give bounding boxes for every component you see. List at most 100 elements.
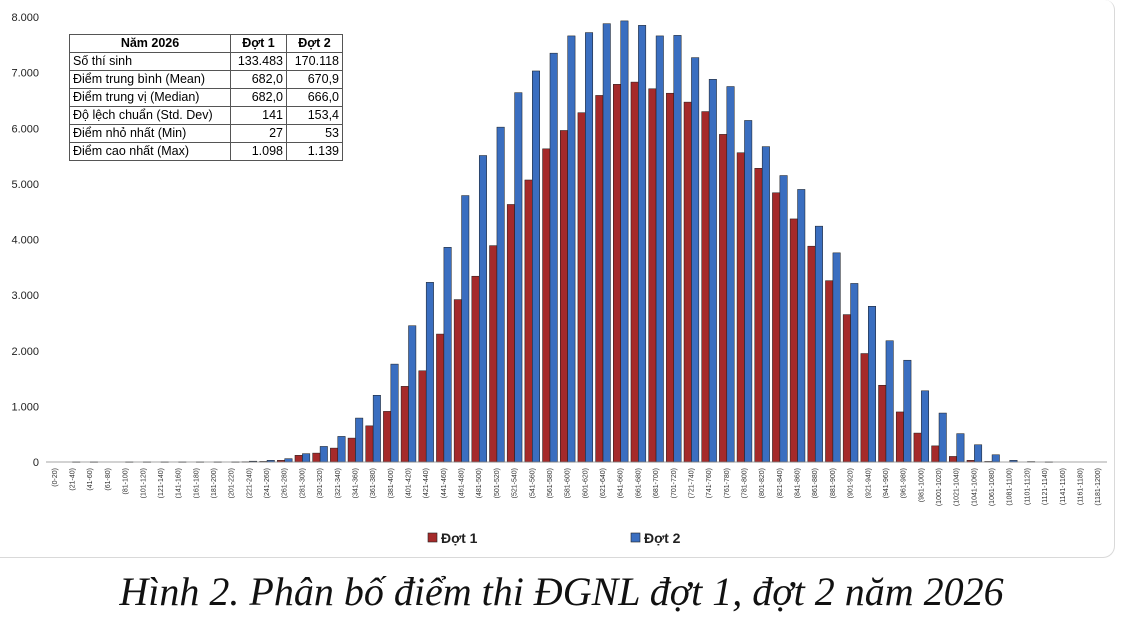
bar-dot-2	[885, 340, 894, 463]
x-tick-label: (401-420)	[406, 468, 413, 498]
bar-dot-1	[878, 384, 887, 463]
bar-dot-2	[868, 306, 876, 463]
stats-cell-dot-1: 682,0	[230, 88, 287, 107]
bar-dot-2	[974, 444, 983, 463]
x-tick-label: (901-920)	[848, 468, 855, 498]
x-tick-label: (921-940)	[865, 468, 872, 498]
bar-dot-2	[408, 325, 417, 463]
x-tick-label: (941-960)	[883, 468, 890, 498]
stats-cell-dot-1: 27	[230, 124, 287, 143]
bar-dot-1	[542, 148, 551, 463]
x-tick-label: (701-720)	[671, 468, 678, 498]
x-tick-label: (1121-1140)	[1042, 468, 1049, 505]
bar-dot-2	[461, 195, 470, 463]
stats-header-dot-1: Đợt 1	[230, 34, 287, 53]
bar-dot-2	[744, 120, 753, 463]
bar-dot-2	[390, 363, 399, 463]
legend-swatch-dot-2	[630, 532, 641, 543]
bar-dot-1	[383, 411, 392, 463]
x-tick-label: (801-820)	[759, 468, 766, 498]
x-tick-label: (321-340)	[335, 468, 342, 498]
x-tick-label: (681-700)	[653, 468, 660, 498]
stats-row-min: Điểm nhỏ nhất (Min) 27 53	[69, 124, 343, 143]
x-tick-label: (641-660)	[618, 468, 625, 498]
x-tick-label: (781-800)	[741, 468, 748, 498]
bar-dot-1	[613, 84, 621, 463]
bar-dot-1	[895, 411, 904, 463]
bar-dot-1	[772, 192, 781, 463]
stats-row-label: Độ lệch chuẩn (Std. Dev)	[69, 106, 231, 125]
bar-dot-1	[365, 425, 374, 463]
x-tick-label: (81-100)	[123, 468, 130, 494]
x-tick-label: (341-360)	[352, 468, 359, 498]
bar-dot-1	[701, 111, 710, 463]
x-tick-label: (101-120)	[140, 468, 147, 498]
stats-cell-dot-1: 1.098	[230, 142, 287, 161]
x-tick-label: (261-280)	[282, 468, 289, 498]
stats-cell-dot-2: 53	[286, 124, 343, 143]
x-tick-label: (41-60)	[87, 468, 94, 491]
bar-dot-1	[524, 179, 533, 463]
x-tick-label: (1061-1080)	[989, 468, 996, 506]
y-tick-label: 1.000	[11, 401, 39, 413]
bar-dot-2	[761, 146, 770, 463]
bar-dot-2	[514, 92, 523, 463]
x-tick-label: (721-740)	[688, 468, 695, 498]
x-tick-label: (501-520)	[494, 468, 501, 498]
bar-dot-2	[708, 79, 717, 463]
x-tick-label: (741-760)	[706, 468, 713, 498]
bar-dot-1	[842, 314, 851, 463]
bar-dot-2	[302, 453, 311, 463]
bar-dot-2	[620, 20, 629, 463]
y-tick-label: 2.000	[11, 346, 39, 358]
bar-dot-2	[903, 359, 912, 463]
bar-dot-2	[443, 247, 452, 463]
bar-dot-2	[938, 412, 947, 463]
bar-dot-1	[400, 386, 409, 463]
x-tick-label: (581-600)	[565, 468, 572, 498]
bar-dot-1	[949, 456, 957, 463]
bar-dot-1	[453, 299, 462, 463]
stats-header-dot-2: Đợt 2	[286, 34, 343, 53]
x-tick-label: (601-620)	[582, 468, 589, 498]
x-tick-label: (1081-1100)	[1007, 468, 1014, 506]
bar-dot-2	[638, 25, 647, 463]
bar-dot-2	[532, 70, 540, 463]
stats-row-mean: Điểm trung bình (Mean) 682,0 670,9	[69, 70, 343, 89]
stats-row-count: Số thí sinh 133.483 170.118	[69, 52, 343, 71]
bar-dot-2	[567, 35, 576, 463]
y-tick-label: 0	[33, 457, 39, 469]
bar-dot-1	[506, 204, 515, 463]
bar-dot-1	[683, 101, 692, 463]
bar-dot-2	[921, 390, 930, 463]
bar-dot-1	[559, 130, 568, 463]
bar-dot-2	[585, 32, 594, 463]
y-axis: 0 1.000 2.000 3.000 4.000 5.000 6.000 7.000 8.00…	[11, 12, 39, 469]
x-tick-label: (1141-1160)	[1060, 468, 1067, 505]
bar-dot-2	[797, 189, 806, 463]
x-tick-label: (1041-1060)	[971, 468, 978, 506]
bar-dot-1	[719, 134, 728, 463]
bar-dot-2	[549, 52, 558, 463]
x-tick-label: (1021-1040)	[954, 468, 961, 506]
stats-cell-dot-2: 1.139	[286, 142, 343, 161]
x-tick-label: (361-380)	[370, 468, 377, 498]
x-tick-label: (661-680)	[635, 468, 642, 498]
x-tick-label: (221-240)	[246, 468, 253, 498]
legend-swatch-dot-1	[427, 532, 438, 543]
stats-cell-dot-2: 670,9	[286, 70, 343, 89]
y-tick-label: 6.000	[11, 123, 39, 135]
x-tick-label: (1101-1120)	[1024, 468, 1031, 505]
bar-dot-2	[779, 175, 788, 463]
figure-caption: Hình 2. Phân bố điểm thi ĐGNL đợt 1, đợt…	[119, 569, 1004, 614]
x-tick-label: (61-80)	[105, 468, 112, 491]
x-tick-label: (761-780)	[724, 468, 731, 498]
x-tick-label: (1161-1180)	[1077, 468, 1084, 505]
chart-svg: 0 1.000 2.000 3.000 4.000 5.000 6.000 7.000 8.00…	[11, 12, 1107, 546]
x-tick-label: (201-220)	[229, 468, 236, 498]
x-tick-label: (561-580)	[547, 468, 554, 498]
legend: Đợt 1 Đợt 2	[427, 530, 681, 546]
y-tick-label: 4.000	[11, 235, 39, 247]
bar-dot-2	[602, 23, 611, 463]
stats-row-label: Điểm cao nhất (Max)	[69, 142, 231, 161]
